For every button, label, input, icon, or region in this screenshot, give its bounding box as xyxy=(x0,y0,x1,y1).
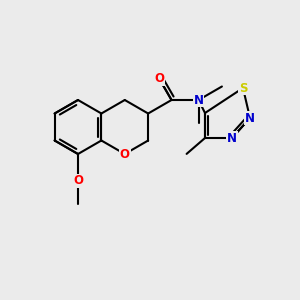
Text: N: N xyxy=(194,94,203,106)
Text: N: N xyxy=(245,112,255,124)
Text: S: S xyxy=(239,82,247,94)
Text: N: N xyxy=(227,131,237,145)
Text: O: O xyxy=(154,73,164,85)
Text: O: O xyxy=(73,175,83,188)
Text: O: O xyxy=(120,148,130,160)
